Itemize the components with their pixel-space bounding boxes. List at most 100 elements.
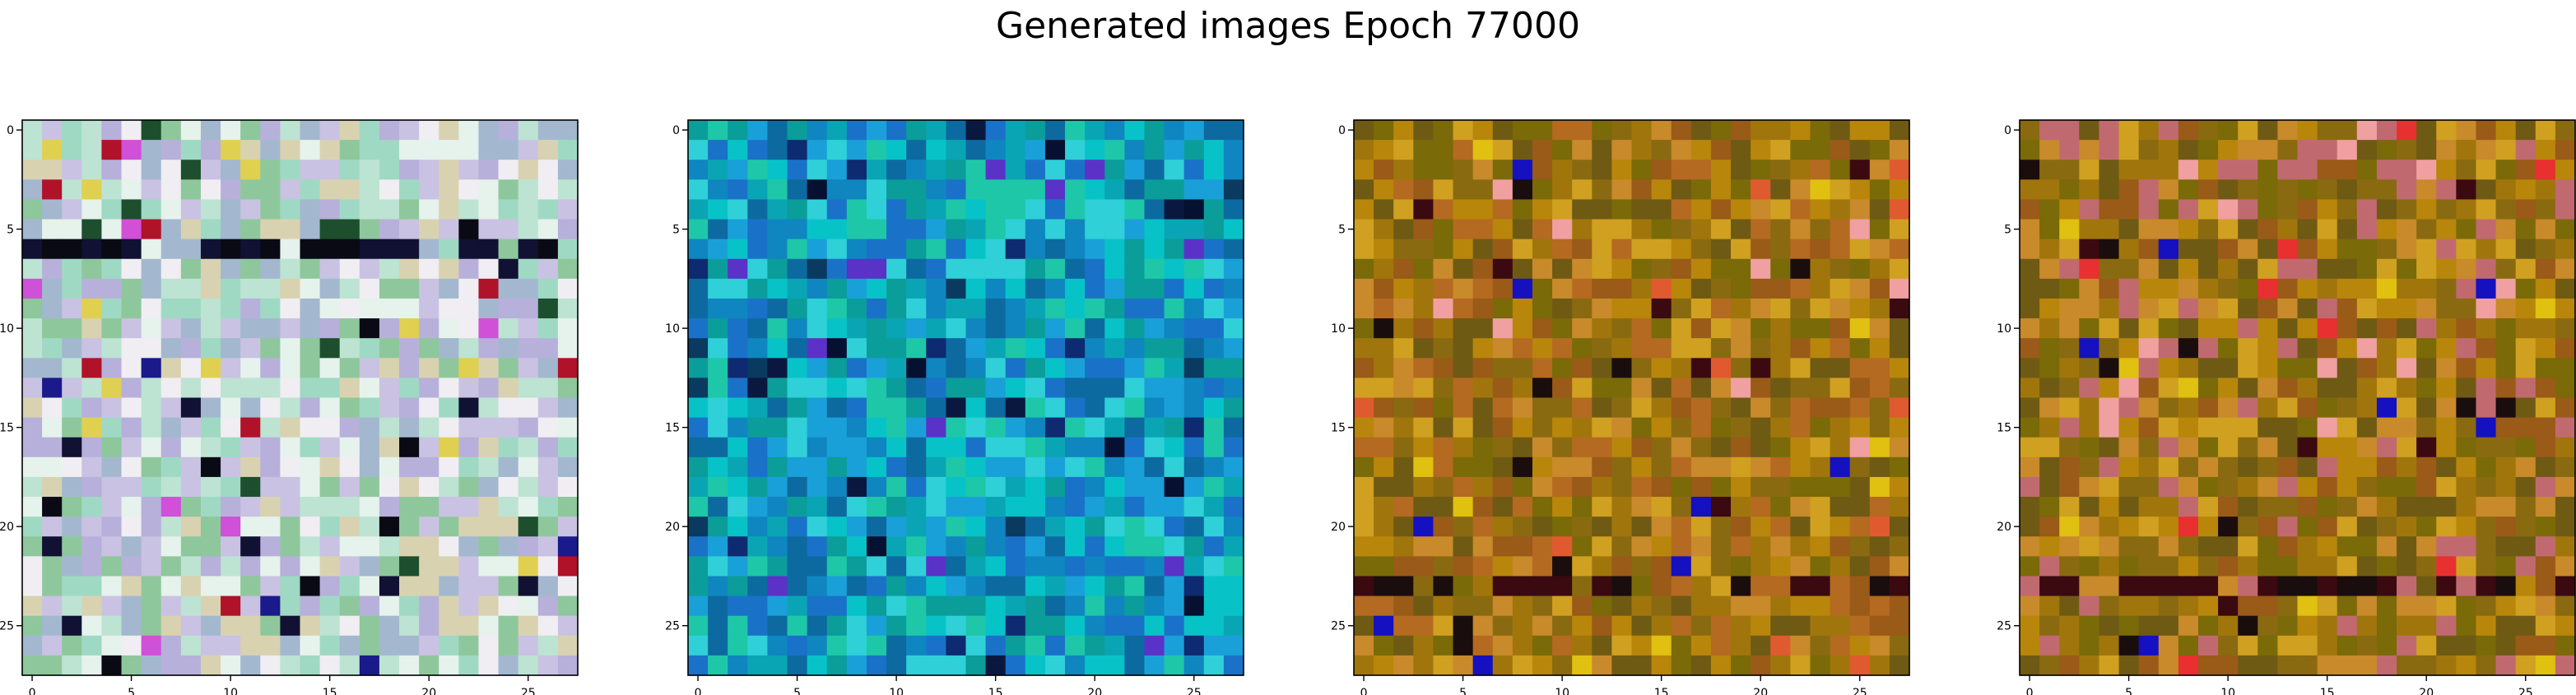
heatmap-cell [1731, 120, 1751, 141]
heatmap-cell [557, 358, 579, 378]
heatmap-cell [1671, 298, 1692, 319]
heatmap-cell [478, 258, 500, 280]
heatmap-cell [1223, 635, 1244, 656]
heatmap-cell [1651, 219, 1672, 240]
heatmap-cell [1492, 378, 1514, 399]
heatmap-cell [866, 120, 887, 141]
heatmap-cell [141, 556, 162, 577]
heatmap-cell [121, 635, 142, 656]
heatmap-cell [1472, 358, 1494, 378]
heatmap-cell [1552, 536, 1573, 557]
heatmap-cell [1889, 536, 1910, 557]
heatmap-cell [141, 517, 162, 537]
heatmap-cell [708, 318, 728, 339]
heatmap-cell [160, 278, 182, 299]
heatmap-cell [1770, 298, 1791, 319]
heatmap-cell [708, 655, 728, 676]
x-tick-label: 0 [695, 687, 702, 695]
heatmap-cell [2178, 635, 2199, 656]
heatmap-cell [1354, 556, 1374, 577]
heatmap-cell [121, 517, 142, 537]
heatmap-cell [160, 318, 182, 339]
heatmap-cell [965, 576, 987, 597]
heatmap-cell [1183, 278, 1205, 299]
heatmap-cell [1085, 160, 1105, 180]
heatmap-cell [2059, 120, 2080, 141]
heatmap-cell [1751, 160, 1771, 180]
heatmap-cell [62, 655, 82, 676]
heatmap-cell [419, 239, 439, 260]
heatmap-cell [2397, 635, 2417, 656]
heatmap-cell [2079, 556, 2100, 577]
heatmap-cell [1770, 437, 1791, 458]
heatmap-cell [787, 615, 808, 637]
heatmap-cell [1393, 397, 1414, 419]
heatmap-cell [2535, 635, 2556, 656]
heatmap-cell [221, 378, 241, 399]
heatmap-cell [708, 437, 728, 458]
heatmap-cell [1592, 298, 1612, 319]
heatmap-cell [926, 120, 946, 141]
heatmap-cell [121, 437, 142, 458]
heatmap-cell [280, 417, 301, 438]
heatmap-cell [1005, 456, 1026, 478]
heatmap-cell [62, 358, 82, 378]
heatmap-cell [200, 576, 221, 597]
heatmap-cell [359, 497, 380, 517]
heatmap-cell [728, 258, 748, 280]
heatmap-cell [537, 437, 559, 458]
heatmap-cell [1472, 338, 1494, 359]
heatmap-cell [1830, 160, 1851, 180]
heatmap-cell [2020, 556, 2040, 577]
heatmap-cell [557, 120, 579, 141]
heatmap-cell [359, 278, 380, 299]
heatmap-cell [101, 160, 123, 180]
heatmap-cell [1770, 378, 1791, 399]
heatmap-cell [1810, 160, 1831, 180]
heatmap-cell [2257, 338, 2278, 359]
heatmap-cell [1889, 556, 1910, 577]
heatmap-cell [399, 595, 420, 617]
heatmap-cell [2337, 456, 2358, 478]
heatmap-cell [200, 635, 221, 656]
heatmap-cell [2376, 378, 2397, 399]
heatmap-cell [2277, 179, 2299, 201]
heatmap-cell [379, 595, 400, 617]
heatmap-cell [2297, 536, 2318, 557]
heatmap-cell [1710, 378, 1732, 399]
heatmap-cell [2158, 199, 2179, 220]
heatmap-cell [1492, 160, 1514, 180]
heatmap-cell [965, 476, 987, 498]
heatmap-cell [260, 556, 281, 577]
heatmap-cell [1552, 576, 1573, 597]
heatmap-cell [926, 179, 946, 201]
heatmap-cell [1651, 536, 1672, 557]
heatmap-cell [846, 160, 867, 180]
heatmap-cell [747, 378, 769, 399]
heatmap-cell [1552, 378, 1573, 399]
heatmap-cell [260, 576, 281, 597]
heatmap-cell [2197, 595, 2219, 617]
heatmap-cell [399, 655, 420, 676]
heatmap-cell [826, 556, 848, 577]
heatmap-cell [1124, 160, 1146, 180]
heatmap-cell [886, 595, 907, 617]
heatmap-cell [537, 517, 559, 537]
heatmap-cell [1690, 437, 1712, 458]
heatmap-cell [1374, 160, 1394, 180]
heatmap-cell [2059, 417, 2080, 438]
heatmap-cell [2138, 397, 2160, 419]
heatmap-cell [807, 417, 828, 438]
heatmap-cell [1183, 456, 1205, 478]
heatmap-cell [280, 378, 301, 399]
heatmap-cell [747, 655, 769, 676]
heatmap-cell [1492, 517, 1514, 537]
heatmap-cell [2218, 476, 2239, 498]
heatmap-cell [1393, 476, 1414, 498]
heatmap-cell [399, 635, 420, 656]
heatmap-cell [866, 239, 887, 260]
heatmap-cell [1223, 378, 1244, 399]
heatmap-cell [319, 397, 341, 419]
heatmap-cell [1453, 318, 1474, 339]
heatmap-cell [557, 536, 579, 557]
